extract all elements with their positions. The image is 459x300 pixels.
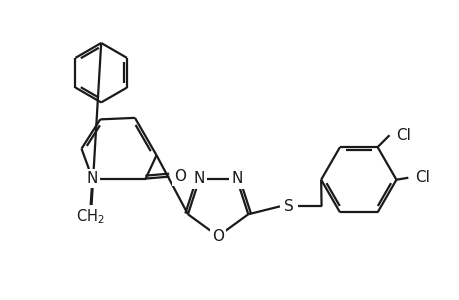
Text: S: S [283,199,293,214]
Text: O: O [212,229,224,244]
Text: Cl: Cl [395,128,410,143]
Text: CH$_2$: CH$_2$ [76,207,105,226]
Text: O: O [174,169,186,184]
Text: N: N [193,171,205,186]
Text: N: N [87,171,98,186]
Text: Cl: Cl [414,170,429,185]
Text: N: N [230,171,242,186]
